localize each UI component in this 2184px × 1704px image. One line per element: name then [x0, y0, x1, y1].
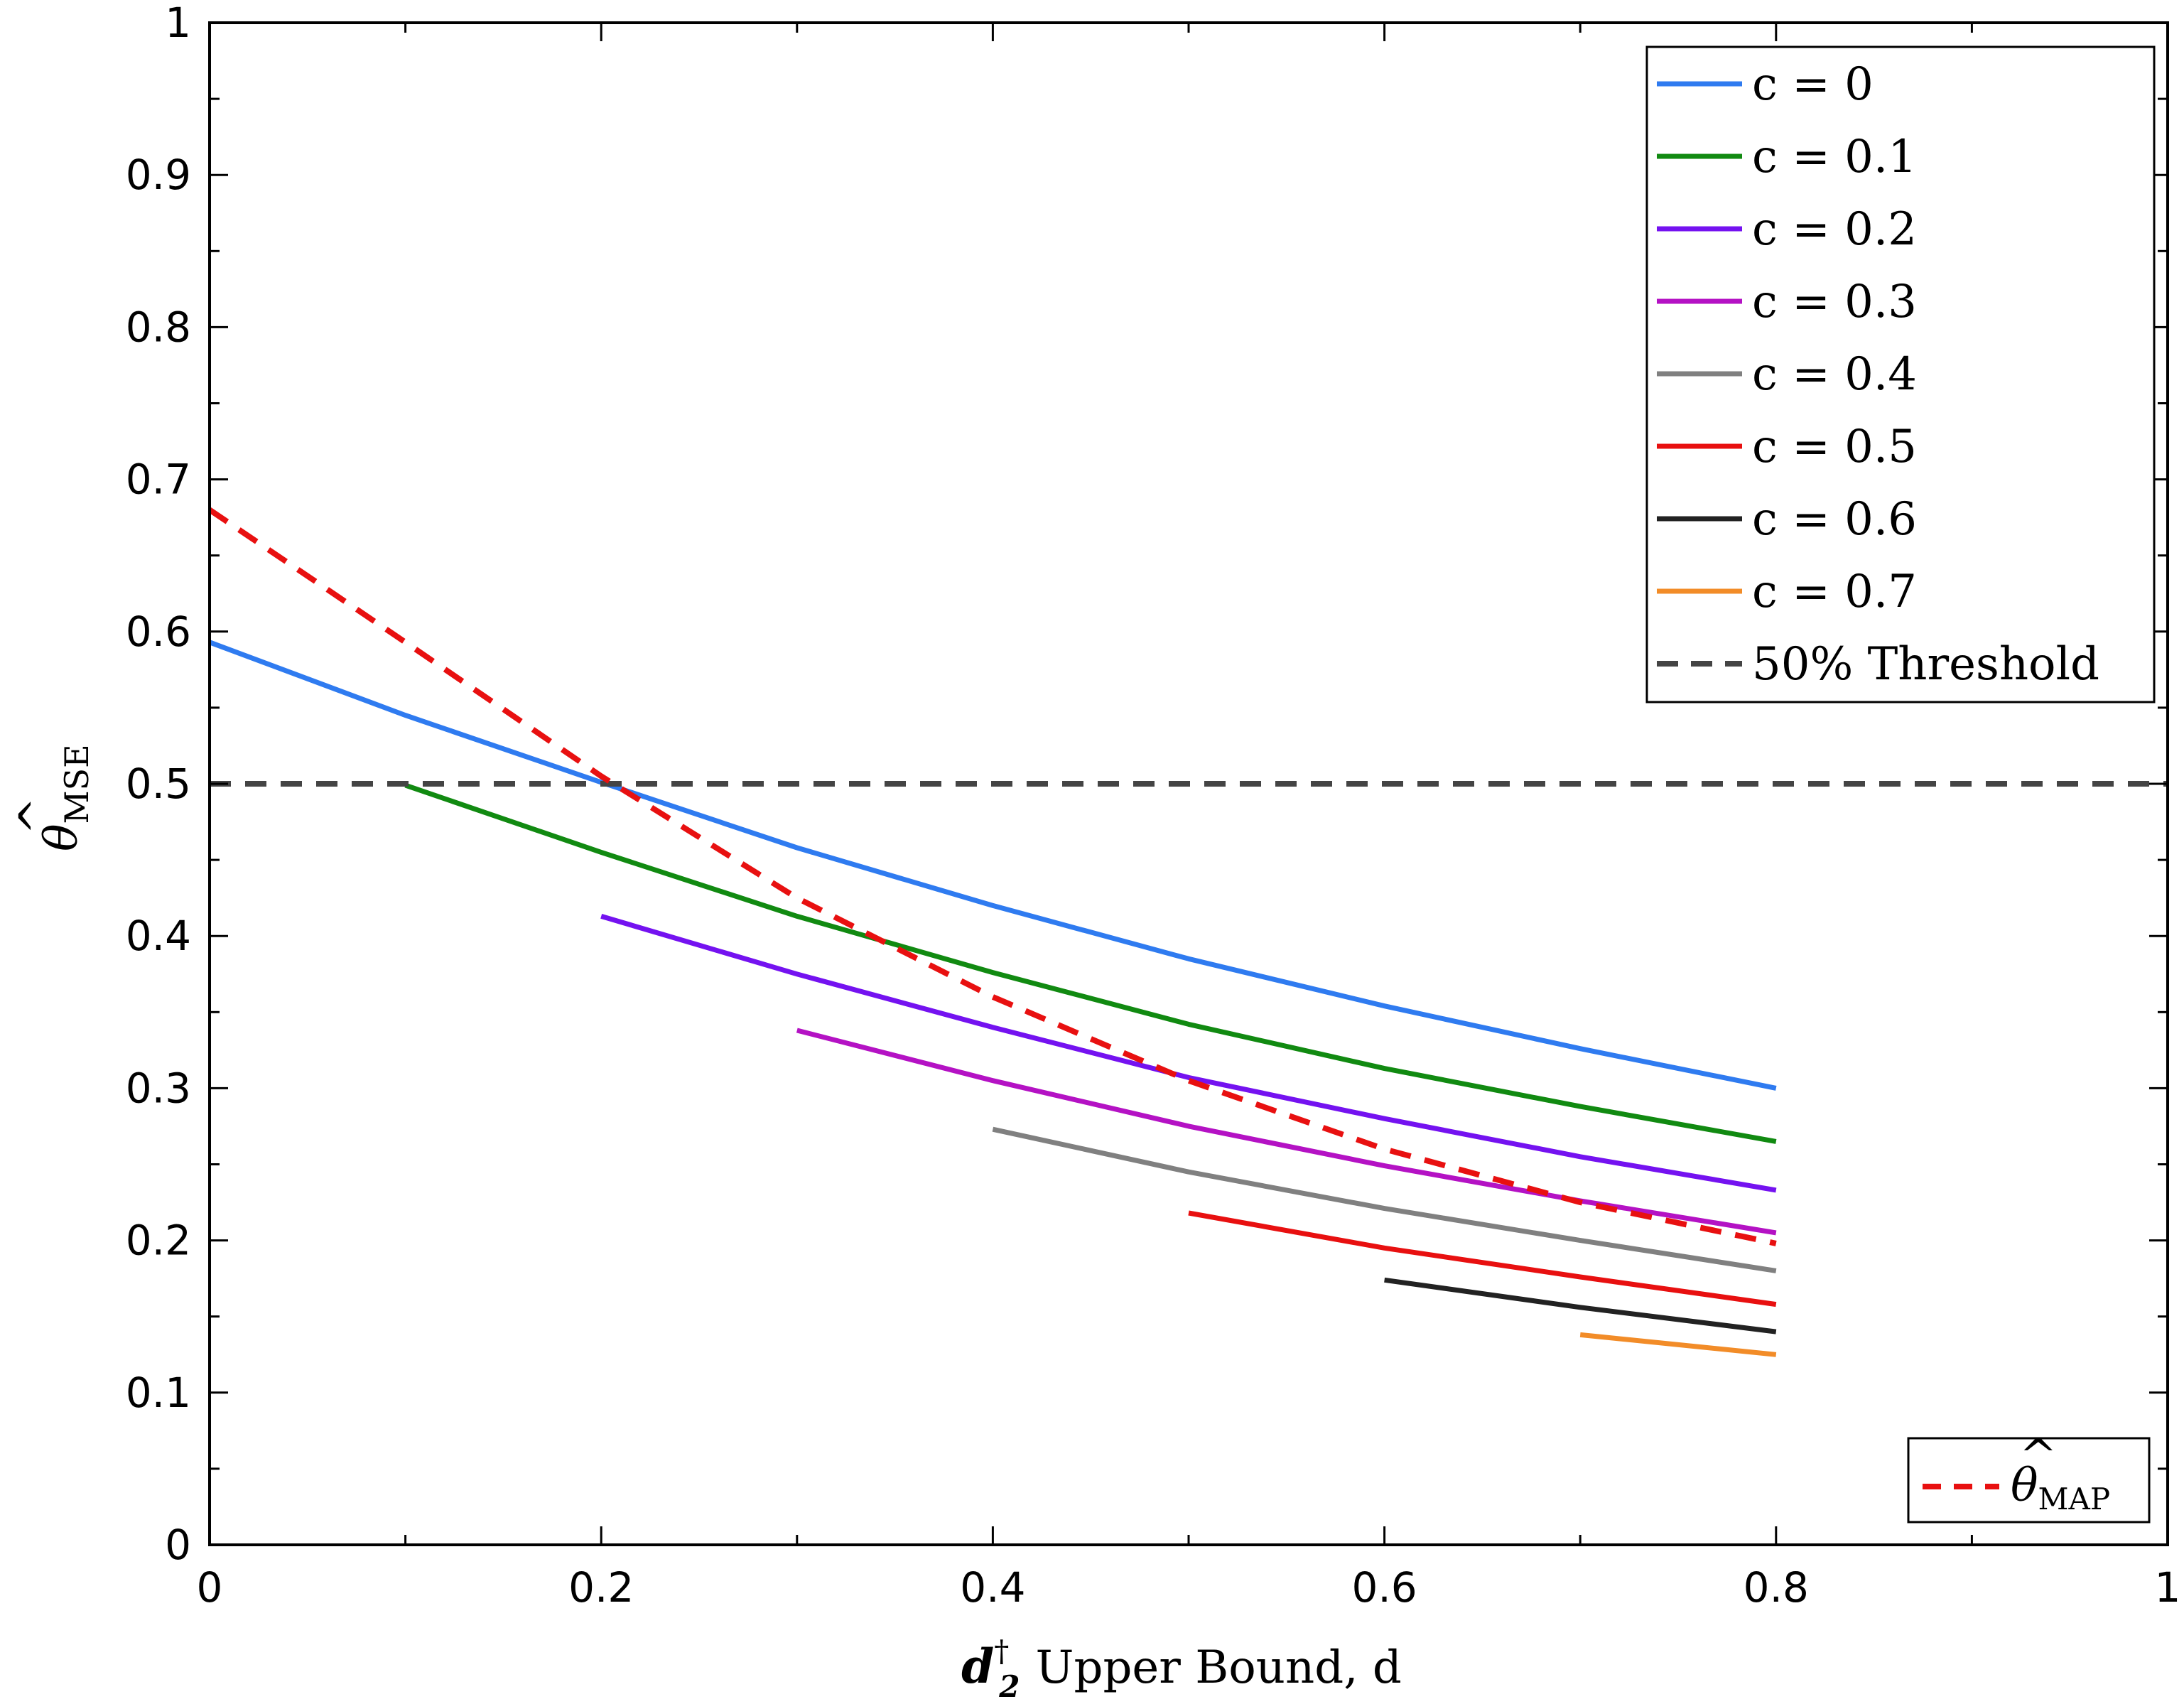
- series-c-0-2-line: [600, 914, 1777, 1193]
- svg-text:θMSE: θMSE: [36, 744, 96, 851]
- series-c-0-6-line: [1384, 1277, 1777, 1334]
- legend-map: ^ θMAP: [1907, 1430, 2151, 1524]
- y-tick-label: 0.4: [126, 912, 191, 960]
- y-tick-label: 0.5: [126, 760, 191, 808]
- x-axis-label-subscript: 2: [998, 1669, 1020, 1704]
- x-axis-label-text: Upper Bound, d: [1036, 1641, 1402, 1694]
- plot-frame: [208, 21, 2169, 1546]
- y-tick-label: 0.1: [126, 1369, 191, 1417]
- legend-label-c-0-5: c = 0.5: [1752, 421, 1917, 473]
- y-tick-label: 0.3: [126, 1064, 191, 1112]
- legend-label-c-0-6: c = 0.6: [1752, 493, 1917, 546]
- x-tick-label: 0.8: [1744, 1563, 1809, 1612]
- legend-label-c-0-1: c = 0.1: [1752, 131, 1917, 183]
- x-axis-label: d† 2 Upper Bound, d: [961, 1634, 1402, 1704]
- series-c-0-5-line: [1188, 1210, 1777, 1307]
- y-tick-label: 0.9: [126, 151, 191, 199]
- series-c-0-1-line: [404, 782, 1777, 1144]
- x-tick-label: 0.6: [1351, 1563, 1417, 1612]
- series-c-0-4-line: [992, 1126, 1777, 1273]
- series-map-line: [207, 507, 1777, 1246]
- legend-label-50-threshold: 50% Threshold: [1752, 638, 2099, 691]
- y-tick-label: 0: [165, 1521, 191, 1569]
- x-axis-label-symbol: d: [961, 1639, 994, 1694]
- legend-label-c-0-7: c = 0.7: [1752, 566, 1917, 618]
- series-c-0-3-line: [796, 1028, 1777, 1236]
- legend-main: c = 0 c = 0.1 c = 0.2 c = 0.3 c = 0.4 c = 0.5…: [1645, 45, 2156, 703]
- x-tick-label: 0.4: [960, 1563, 1025, 1612]
- tick-labels: 0 0.2 0.4 0.6 0.8 1 0 0.1 0.2 0.3 0.4 0.5 0.6 0.7 0.8 0…: [126, 0, 2181, 1612]
- y-tick-label: 1: [165, 0, 191, 47]
- x-axis-label-superscript: †: [994, 1634, 1009, 1668]
- legend-map-hat: ^: [2019, 1430, 2058, 1482]
- legend-map-box: [1907, 1437, 2151, 1524]
- y-axis-label-subscript: MSE: [58, 744, 96, 824]
- legend-label-c-0-3: c = 0.3: [1752, 276, 1917, 328]
- y-axis-label: ^ θMSE: [10, 744, 96, 851]
- legend-label-c-0-4: c = 0.4: [1752, 348, 1917, 401]
- svg-text:θMAP: θMAP: [2011, 1460, 2110, 1516]
- y-axis-label-hat: ^: [10, 797, 63, 835]
- y-tick-label: 0.7: [126, 455, 191, 504]
- legend-label-c-0-2: c = 0.2: [1752, 203, 1917, 256]
- x-tick-label: 0: [197, 1563, 223, 1612]
- y-axis-label-symbol: θ: [36, 824, 88, 851]
- y-tick-label: 0.6: [126, 608, 191, 656]
- legend-map-subscript: MAP: [2038, 1482, 2111, 1516]
- y-tick-label: 0.2: [126, 1217, 191, 1265]
- legend-label-c-0: c = 0: [1752, 58, 1874, 111]
- ticks-layer: [208, 21, 2169, 1546]
- legend-map-symbol: θ: [2011, 1460, 2038, 1512]
- y-tick-label: 0.8: [126, 303, 191, 351]
- series-layer: [207, 507, 2168, 1357]
- series-c-0-line: [208, 640, 1777, 1091]
- x-tick-label: 1: [2155, 1563, 2181, 1612]
- x-tick-label: 0.2: [568, 1563, 634, 1612]
- series-c-0-7-line: [1579, 1332, 1777, 1357]
